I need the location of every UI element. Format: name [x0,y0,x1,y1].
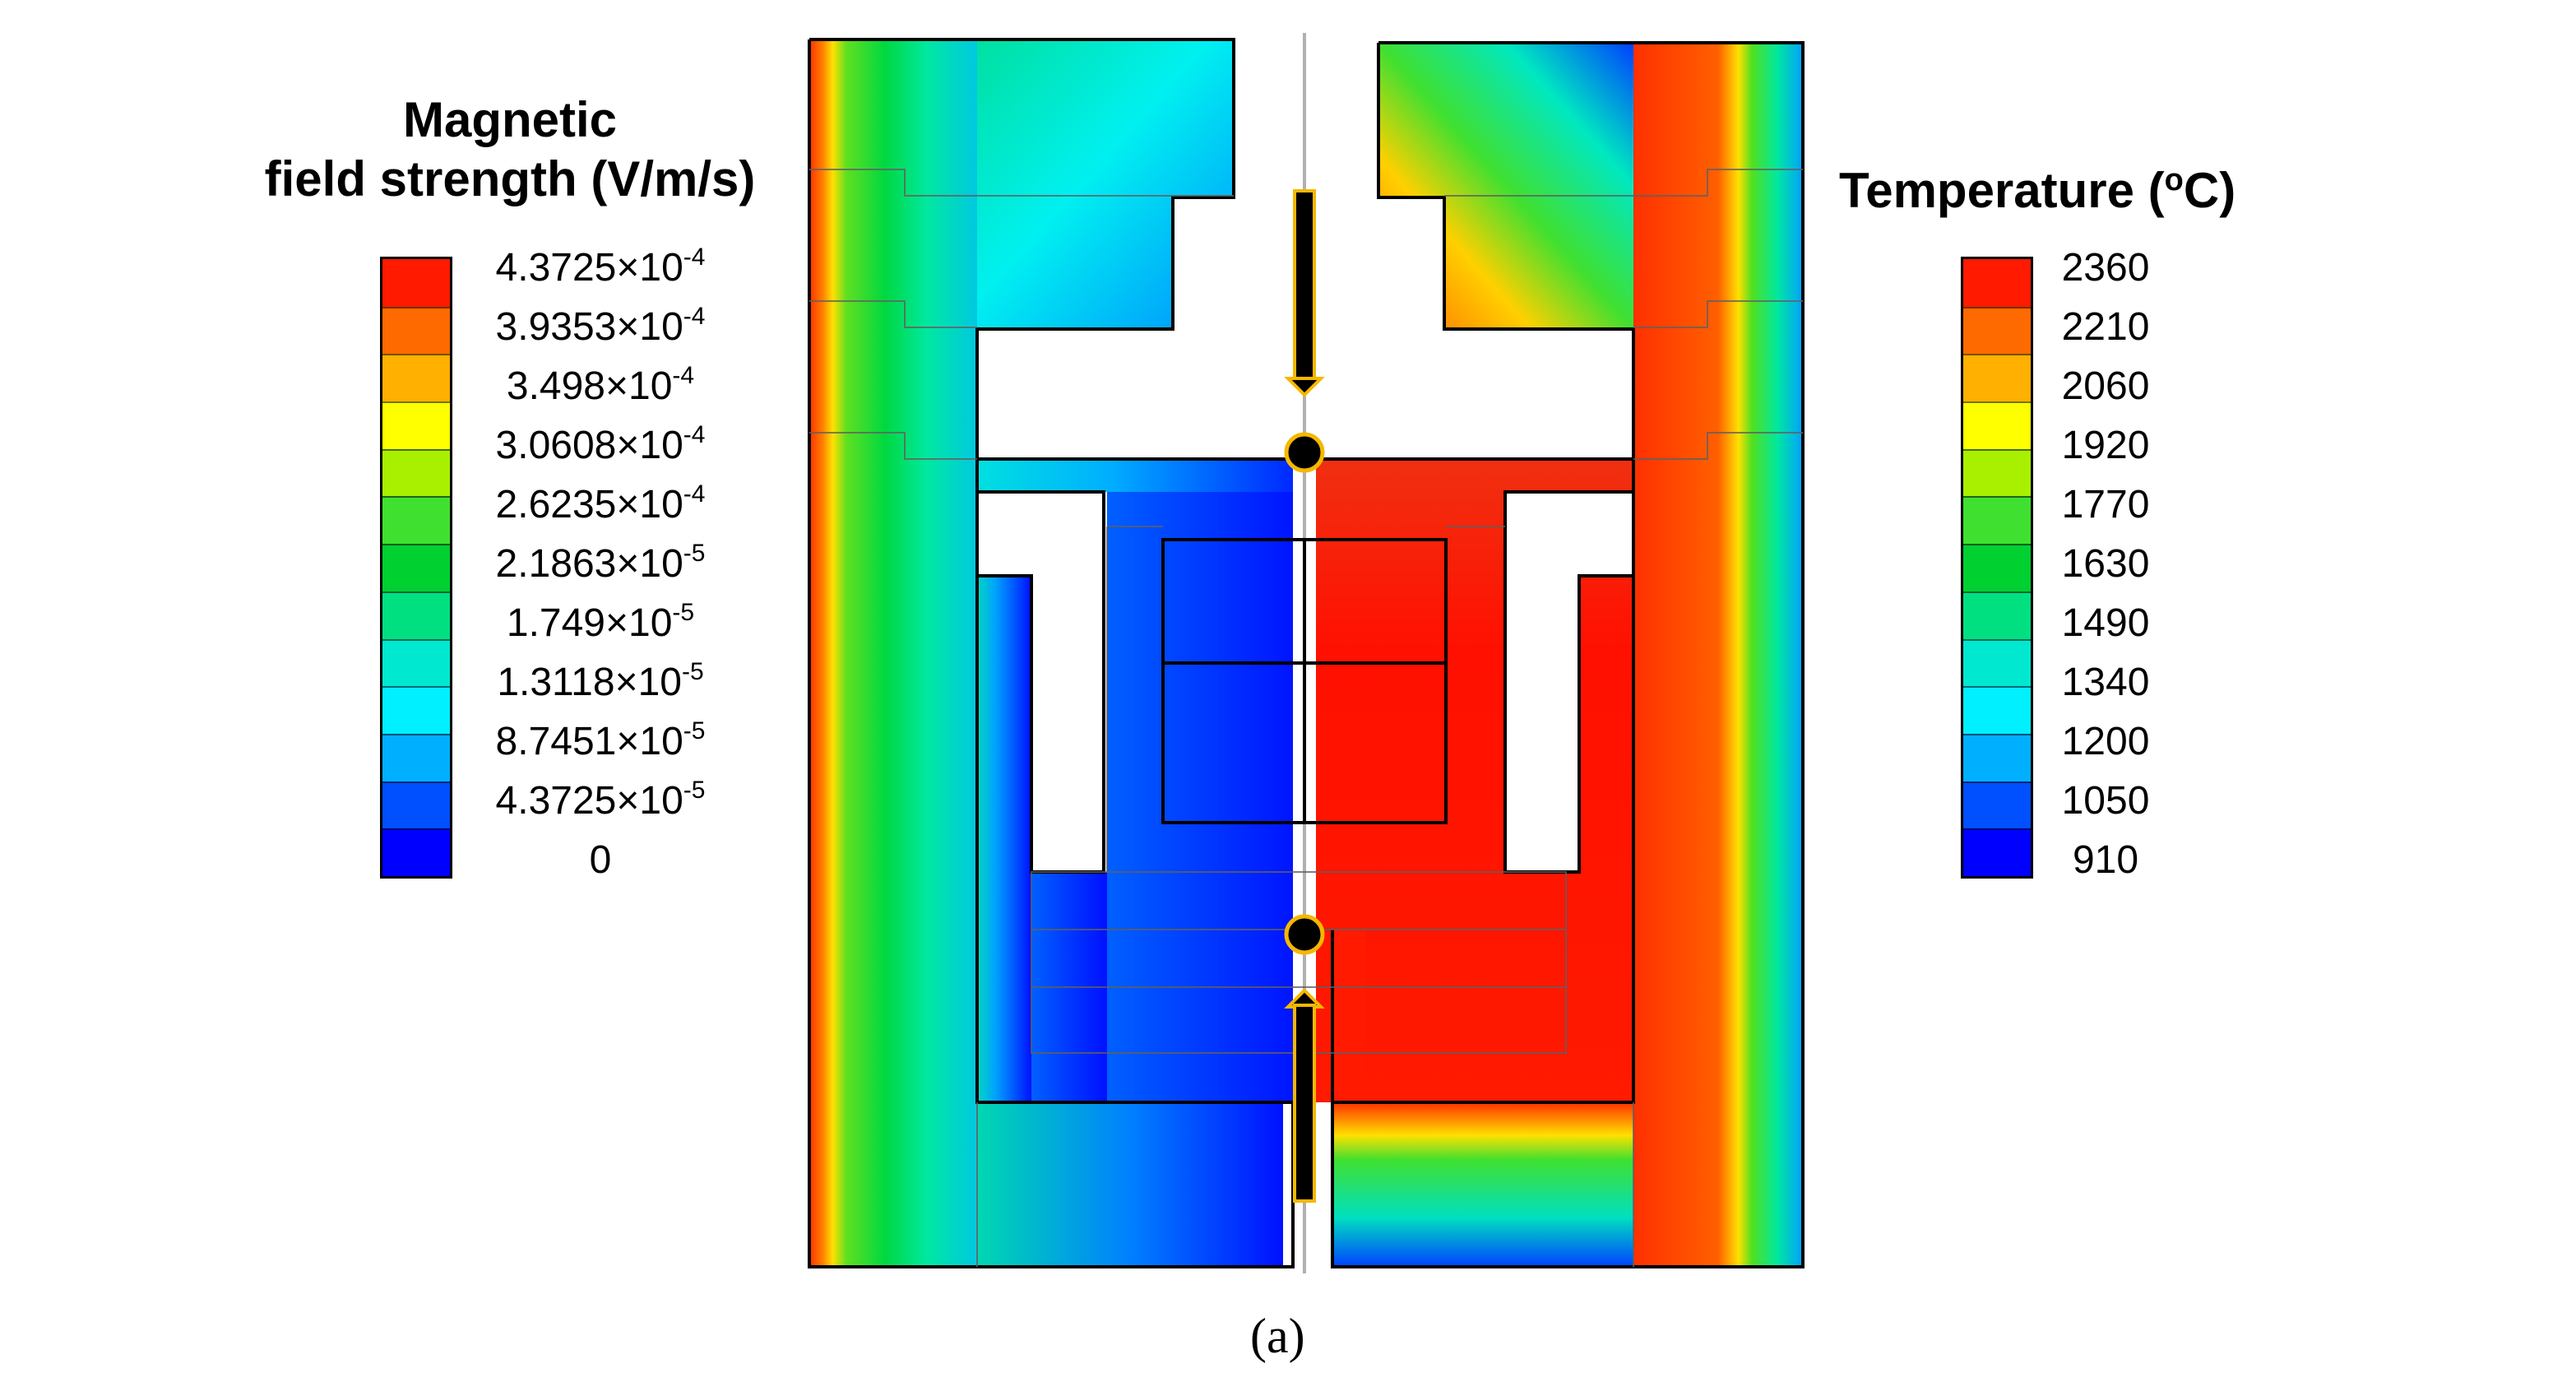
temperature-colorbar-segment [1963,354,2031,402]
temperature-colorbar-segment [1963,591,2031,639]
magnetic-colorbar-segment [382,496,450,545]
upper-pressure-arrow [1284,189,1325,397]
temperature-legend-title: Temperature (oC) [1839,161,2235,220]
magnetic-tick-label: 1.749×10-5 [506,599,695,645]
temperature-legend-title-unit: C) [2183,163,2236,218]
temperature-legend-title-main: Temperature ( [1839,163,2165,218]
temperature-tick-label: 2210 [2061,305,2150,349]
magnetic-tick-label: 1.3118×10-5 [497,658,704,704]
magnetic-colorbar-segment [382,686,450,734]
white-cavities [975,39,1635,1267]
magnetic-legend-title-line1: Magnetic [402,92,618,147]
temperature-colorbar-segment [1963,401,2031,449]
temperature-tick-label: 1340 [2061,661,2150,704]
temperature-colorbar-segment [1963,638,2031,687]
magnetic-tick-label: 3.9353×10-4 [495,303,706,349]
magnetic-tick-label: 4.3725×10-4 [495,243,706,290]
temperature-tick-label: 1630 [2061,542,2150,586]
magnetic-colorbar-segment [382,733,450,781]
temperature-tick-label: 2360 [2061,246,2150,290]
magnetic-colorbar-segment [382,544,450,591]
magnetic-colorbar-segment [382,401,450,449]
temperature-colorbar [1961,257,2033,879]
figure-caption: (a) [1250,1309,1305,1363]
magnetic-colorbar-segment [382,638,450,687]
upper-measurement-point [1284,432,1325,473]
temperature-colorbar-segment [1963,448,2031,497]
temperature-colorbar-segment [1963,828,2031,876]
magnetic-tick-label: 3.498×10-4 [506,362,695,408]
magnetic-colorbar-segment [382,448,450,497]
magnetic-field-half [809,39,1304,1267]
temperature-tick-label: 1200 [2061,720,2150,763]
temperature-tick-label: 1050 [2061,779,2150,823]
temperature-colorbar-segment [1963,259,2031,307]
temperature-colorbar-segment [1963,544,2031,591]
magnetic-tick-label: 3.0608×10-4 [495,421,706,467]
magnetic-colorbar-segment [382,828,450,876]
temperature-half [1306,43,1803,1267]
magnetic-legend-title: Magnetic field strength (V/m/s) [222,90,798,209]
lower-pressure-arrow [1284,988,1325,1203]
magnetic-tick-label: 2.1863×10-5 [495,540,706,586]
magnetic-colorbar-segment [382,591,450,639]
magnetic-colorbar-segment [382,354,450,402]
magnetic-tick-label: 2.6235×10-4 [495,480,706,526]
magnetic-colorbar-segment [382,259,450,307]
temperature-colorbar-segment [1963,686,2031,734]
temperature-tick-label: 2060 [2061,364,2150,408]
lower-measurement-point [1284,914,1325,955]
temperature-legend-title-degree: o [2164,163,2184,197]
magnetic-tick-label: 8.7451×10-5 [495,717,706,763]
temperature-tick-label: 1770 [2061,483,2150,526]
temperature-colorbar-segment [1963,781,2031,829]
magnetic-colorbar-segment [382,306,450,355]
temperature-colorbar-segment [1963,733,2031,781]
magnetic-tick-label: 0 [589,838,612,882]
temperature-colorbar-segment [1963,306,2031,355]
magnetic-colorbar [380,257,452,879]
magnetic-colorbar-segment [382,781,450,829]
temperature-tick-label: 910 [2072,838,2139,882]
temperature-tick-label: 1490 [2061,601,2150,645]
temperature-colorbar-segment [1963,496,2031,545]
temperature-tick-label: 1920 [2061,424,2150,467]
magnetic-tick-label: 4.3725×10-5 [495,777,706,823]
magnetic-legend-title-line2: field strength (V/m/s) [264,151,756,206]
